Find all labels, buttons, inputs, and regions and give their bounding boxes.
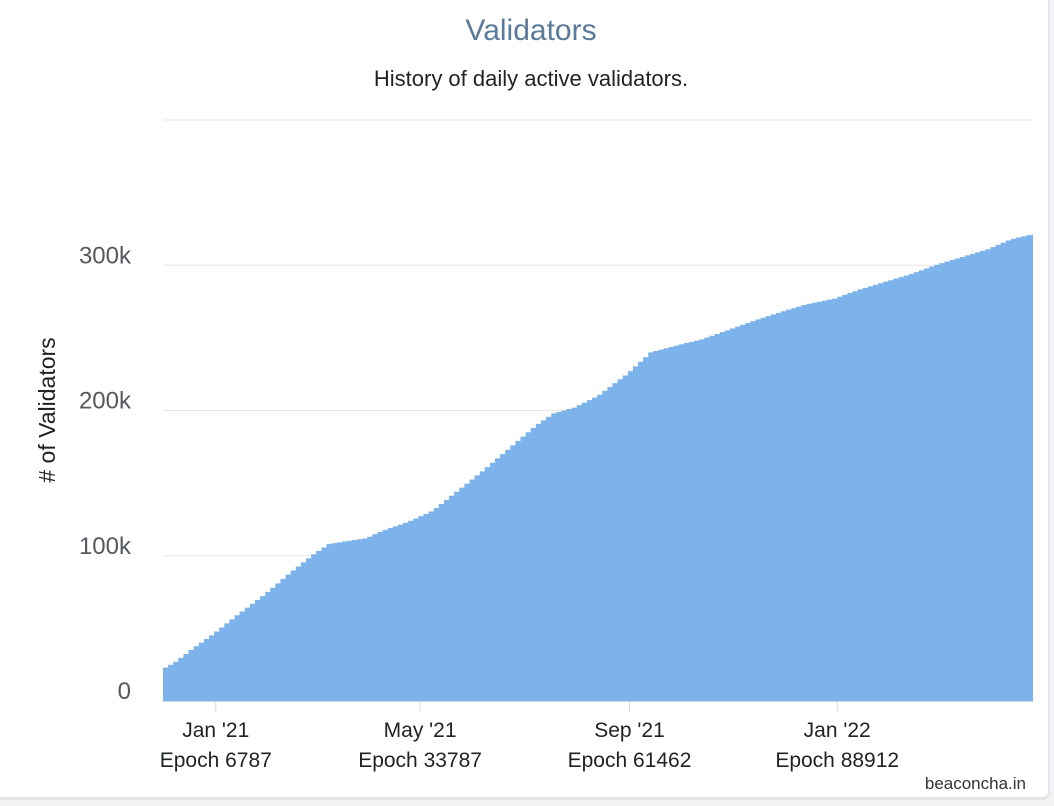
credits-link[interactable]: beaconcha.in bbox=[924, 774, 1026, 793]
x-tick-label: Jan '22 bbox=[804, 719, 871, 742]
y-tick-label: 0 bbox=[118, 678, 131, 705]
x-tick-label: Jan '21 bbox=[182, 719, 249, 742]
y-axis-title: # of Validators bbox=[34, 337, 60, 482]
x-tick-epoch-label: Epoch 6787 bbox=[160, 749, 272, 772]
y-tick-label: 200k bbox=[79, 388, 132, 415]
chart-title: Validators bbox=[465, 14, 597, 47]
x-tick-epoch-label: Epoch 33787 bbox=[358, 749, 482, 772]
x-tick-label: Sep '21 bbox=[594, 719, 665, 742]
validators-area bbox=[163, 234, 1033, 701]
y-tick-label: 100k bbox=[79, 533, 132, 560]
x-tick-label: May '21 bbox=[384, 719, 457, 742]
chart-subtitle: History of daily active validators. bbox=[373, 66, 689, 91]
y-tick-label: 300k bbox=[79, 242, 132, 269]
x-tick-epoch-label: Epoch 88912 bbox=[775, 749, 899, 772]
x-tick-epoch-label: Epoch 61462 bbox=[568, 749, 692, 772]
